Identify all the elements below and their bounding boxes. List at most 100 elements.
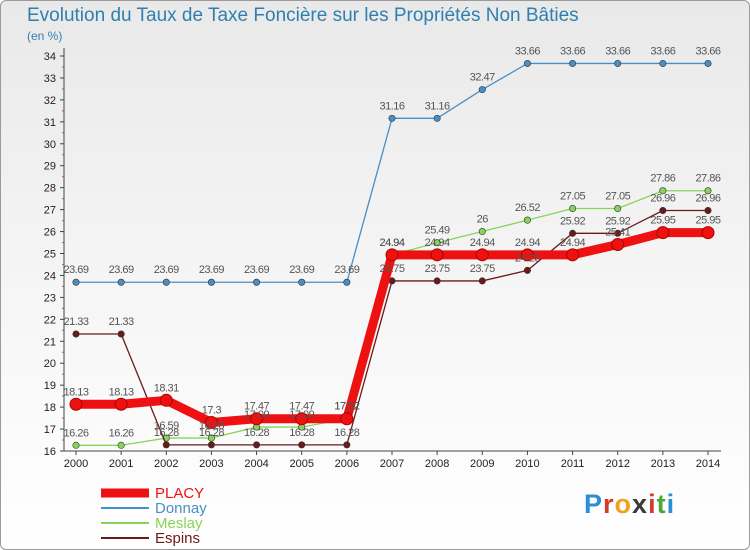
data-label-placy: 24.94: [379, 237, 404, 249]
y-tick-label: 31: [44, 117, 56, 129]
logo-letter: r: [603, 489, 615, 519]
data-point-espins: [569, 229, 577, 237]
data-point-espins: [298, 441, 306, 449]
chart-title: Evolution du Taux de Taxe Foncière sur l…: [27, 5, 579, 26]
data-point-meslay: [72, 441, 80, 449]
y-tick-label: 18: [44, 402, 56, 414]
legend-label-espins: Espins: [155, 530, 200, 547]
y-tick-label: 34: [44, 51, 56, 63]
y-tick-label: 23: [44, 292, 56, 304]
data-point-donnay: [659, 59, 667, 67]
data-label-meslay: 27.86: [650, 173, 675, 185]
data-label-meslay: 25.49: [425, 225, 450, 237]
data-label-placy: 25.95: [650, 215, 675, 227]
logo-letter: i: [648, 489, 657, 519]
y-tick-label: 24: [44, 270, 56, 282]
data-label-espins: 16.28: [199, 427, 224, 439]
data-point-placy: [159, 393, 173, 407]
proxiti-logo: Proxiti: [584, 489, 675, 520]
data-label-placy: 17.82: [334, 401, 359, 413]
y-tick-label: 20: [44, 358, 56, 370]
data-label-meslay: 16.59: [154, 420, 179, 432]
data-point-meslay: [523, 216, 531, 224]
data-label-placy: 17.47: [244, 401, 269, 413]
data-label-espins: 16.28: [289, 427, 314, 439]
logo-letter: o: [614, 489, 633, 519]
data-label-espins: 25.92: [605, 215, 630, 227]
x-tick-label: 2001: [109, 458, 133, 470]
data-label-placy: 24.94: [560, 237, 585, 249]
data-point-placy: [566, 248, 580, 262]
data-label-espins: 26.96: [695, 192, 720, 204]
data-label-meslay: 27.05: [560, 191, 585, 203]
x-tick-label: 2012: [605, 458, 629, 470]
y-tick-label: 25: [44, 249, 56, 261]
data-label-meslay: 26: [477, 214, 489, 226]
legend-label-donnay: Donnay: [155, 500, 207, 517]
data-label-espins: 26.96: [650, 192, 675, 204]
legend-label-placy: PLACY: [155, 485, 204, 502]
data-point-donnay: [569, 59, 577, 67]
data-label-donnay: 23.69: [199, 264, 224, 276]
data-point-meslay: [704, 187, 712, 195]
data-point-meslay: [569, 205, 577, 213]
data-point-espins: [614, 229, 622, 237]
unit-label: (en %): [27, 29, 63, 43]
data-point-donnay: [478, 86, 486, 94]
x-tick-label: 2005: [289, 458, 313, 470]
data-label-espins: 24.23: [515, 252, 540, 264]
data-label-placy: 18.31: [154, 382, 179, 394]
y-tick-label: 33: [44, 73, 56, 85]
data-label-espins: 23.75: [470, 263, 495, 275]
y-tick-label: 19: [44, 380, 56, 392]
data-point-placy: [250, 412, 264, 426]
data-label-espins: 16.28: [244, 427, 269, 439]
data-point-placy: [430, 248, 444, 262]
data-label-meslay: 24.94: [379, 237, 404, 249]
x-tick-label: 2003: [199, 458, 223, 470]
x-tick-label: 2014: [696, 458, 720, 470]
data-label-donnay: 33.66: [695, 45, 720, 57]
legend-label-meslay: Meslay: [155, 515, 203, 532]
data-point-placy: [340, 412, 354, 426]
data-label-meslay: 16.26: [109, 427, 134, 439]
y-tick-label: 28: [44, 183, 56, 195]
data-label-meslay: 16.26: [63, 427, 88, 439]
logo-letter: t: [656, 489, 667, 519]
x-tick-label: 2007: [380, 458, 404, 470]
data-label-placy: 25.95: [695, 215, 720, 227]
y-tick-label: 26: [44, 227, 56, 239]
x-tick-label: 2010: [515, 458, 539, 470]
y-tick-label: 17: [44, 424, 56, 436]
data-point-placy: [701, 226, 715, 240]
data-point-donnay: [117, 278, 125, 286]
data-label-placy: 24.94: [515, 237, 540, 249]
y-tick-label: 16: [44, 446, 56, 458]
data-label-placy: 24.94: [425, 237, 450, 249]
x-tick-label: 2013: [651, 458, 675, 470]
data-point-donnay: [704, 59, 712, 67]
data-point-donnay: [343, 278, 351, 286]
data-point-espins: [659, 206, 667, 214]
data-label-donnay: 23.69: [289, 264, 314, 276]
data-label-placy: 18.13: [63, 386, 88, 398]
data-point-placy: [475, 248, 489, 262]
x-tick-label: 2002: [154, 458, 178, 470]
data-label-donnay: 23.69: [109, 264, 134, 276]
data-point-espins: [704, 206, 712, 214]
logo-letter: x: [632, 489, 649, 519]
data-point-placy: [520, 248, 534, 262]
x-tick-label: 2011: [561, 458, 585, 470]
data-label-meslay: 17.09: [289, 409, 314, 421]
logo-letter: P: [584, 489, 604, 519]
data-label-donnay: 23.69: [244, 264, 269, 276]
data-point-donnay: [298, 278, 306, 286]
data-point-donnay: [207, 278, 215, 286]
data-label-espins: 16.28: [154, 427, 179, 439]
y-tick-label: 22: [44, 314, 56, 326]
y-tick-label: 29: [44, 161, 56, 173]
data-label-donnay: 33.66: [605, 45, 630, 57]
data-point-espins: [207, 441, 215, 449]
data-label-placy: 24.94: [470, 237, 495, 249]
